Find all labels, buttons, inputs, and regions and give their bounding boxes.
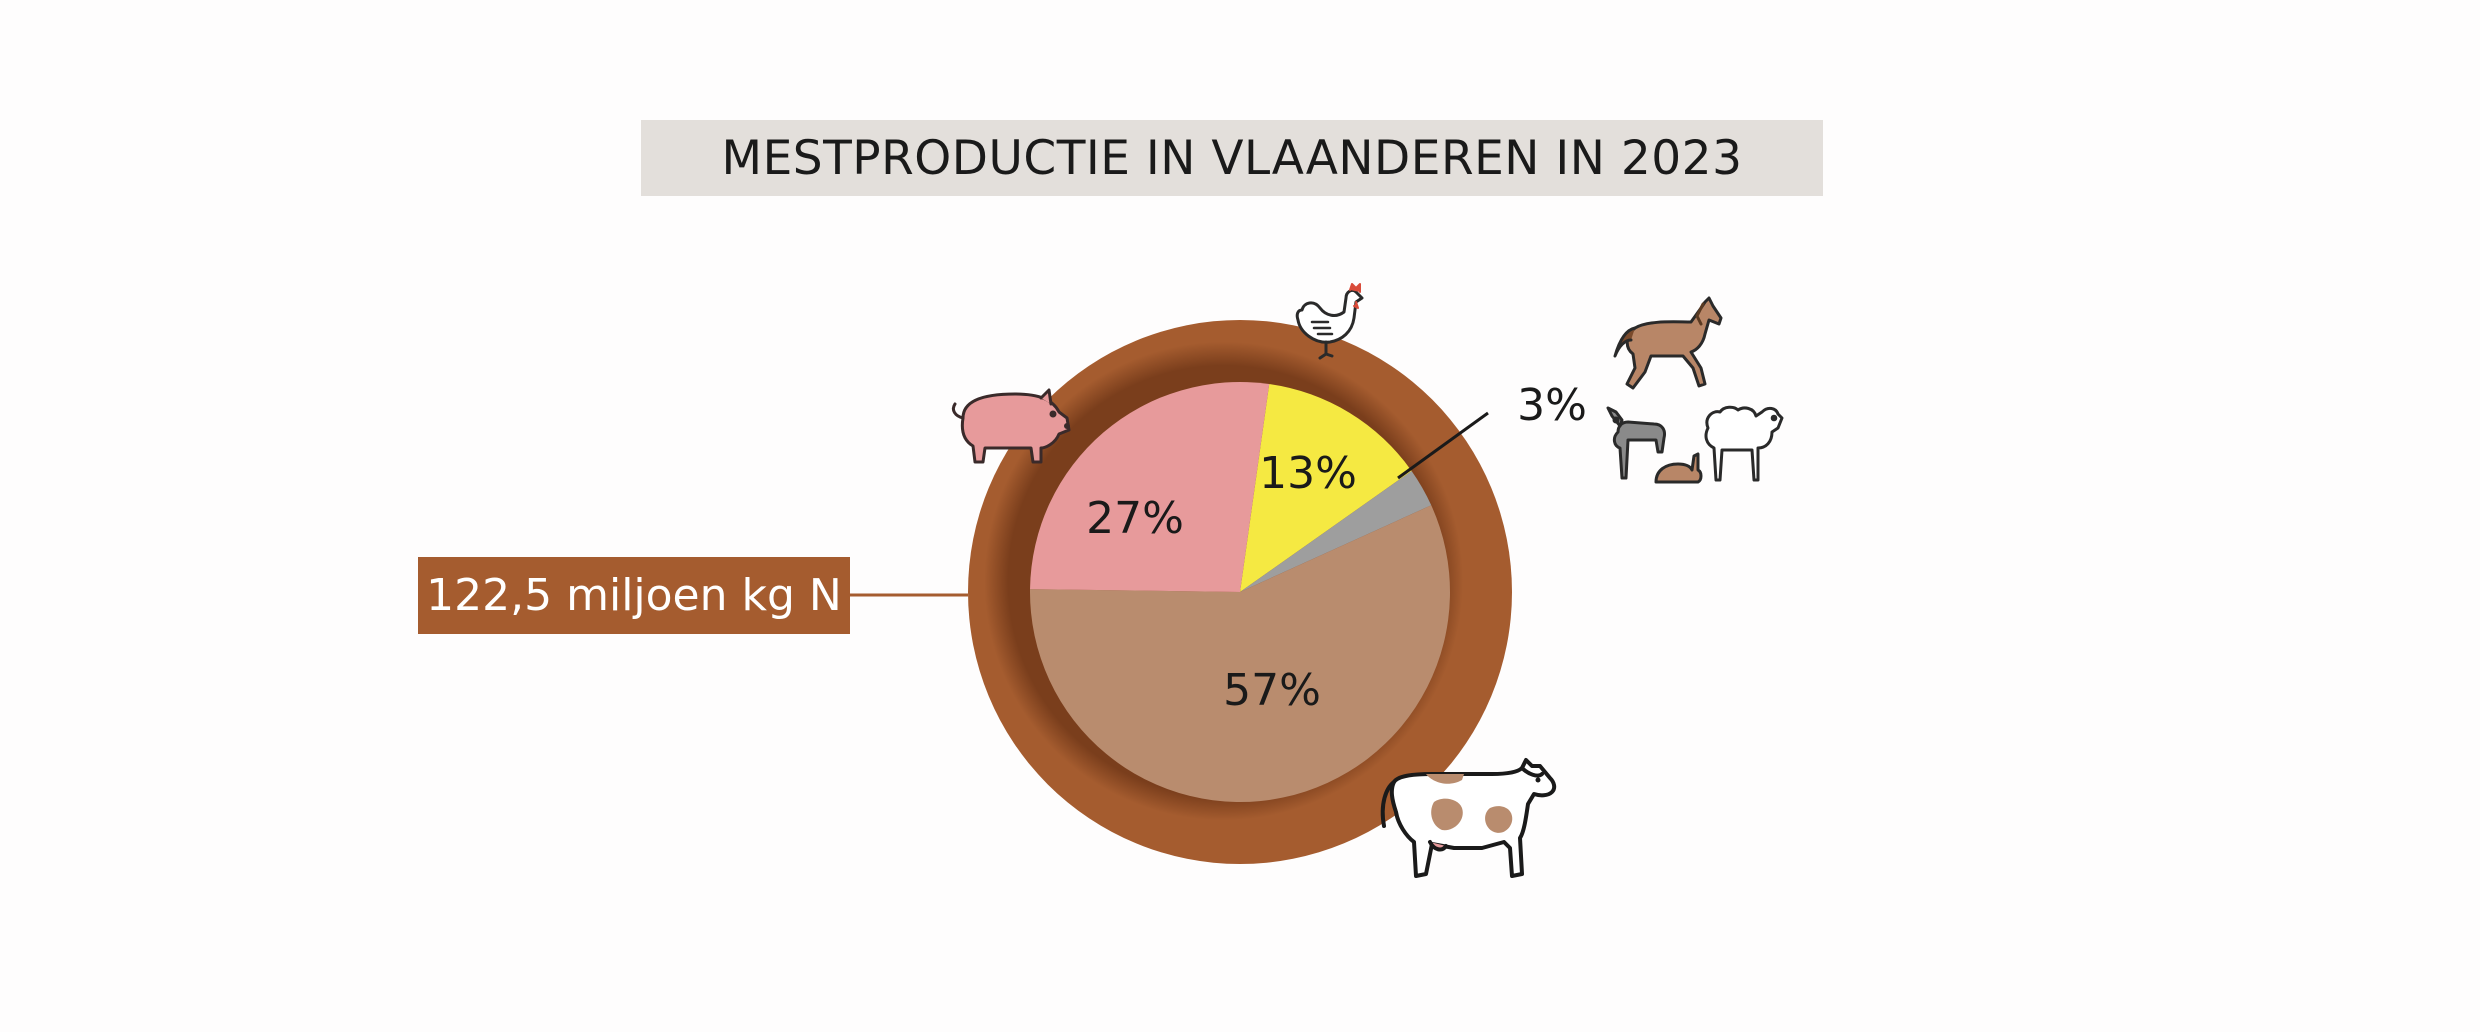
slice-pigs [1030, 382, 1270, 592]
slice-other-animals [1240, 470, 1432, 592]
horse-icon [1613, 296, 1723, 390]
slice-label-poultry: 13% [1259, 448, 1357, 499]
rabbit-icon [1654, 452, 1703, 484]
pig-icon [951, 388, 1071, 464]
chart-title: MESTPRODUCTIE IN VLAANDEREN IN 2023 [721, 130, 1743, 186]
goat-icon [1606, 406, 1666, 480]
slice-cattle [1030, 505, 1450, 803]
chicken-icon [1295, 283, 1364, 360]
pie-slices [1030, 382, 1450, 803]
slice-label-cattle: 57% [1223, 665, 1321, 716]
total-label: 122,5 miljoen kg N [426, 570, 842, 621]
total-label-box: 122,5 miljoen kg N [418, 557, 850, 634]
chart-title-bar: MESTPRODUCTIE IN VLAANDEREN IN 2023 [641, 120, 1823, 196]
other-animals-leader-line [1397, 411, 1489, 480]
pie-labels: 13% 3% 57% 27% [1086, 380, 1587, 716]
cow-icon [1380, 758, 1557, 878]
slice-label-pigs: 27% [1086, 493, 1184, 544]
sheep-icon [1704, 405, 1784, 482]
slice-poultry [1240, 384, 1412, 592]
slice-label-other-animals: 3% [1517, 380, 1587, 431]
